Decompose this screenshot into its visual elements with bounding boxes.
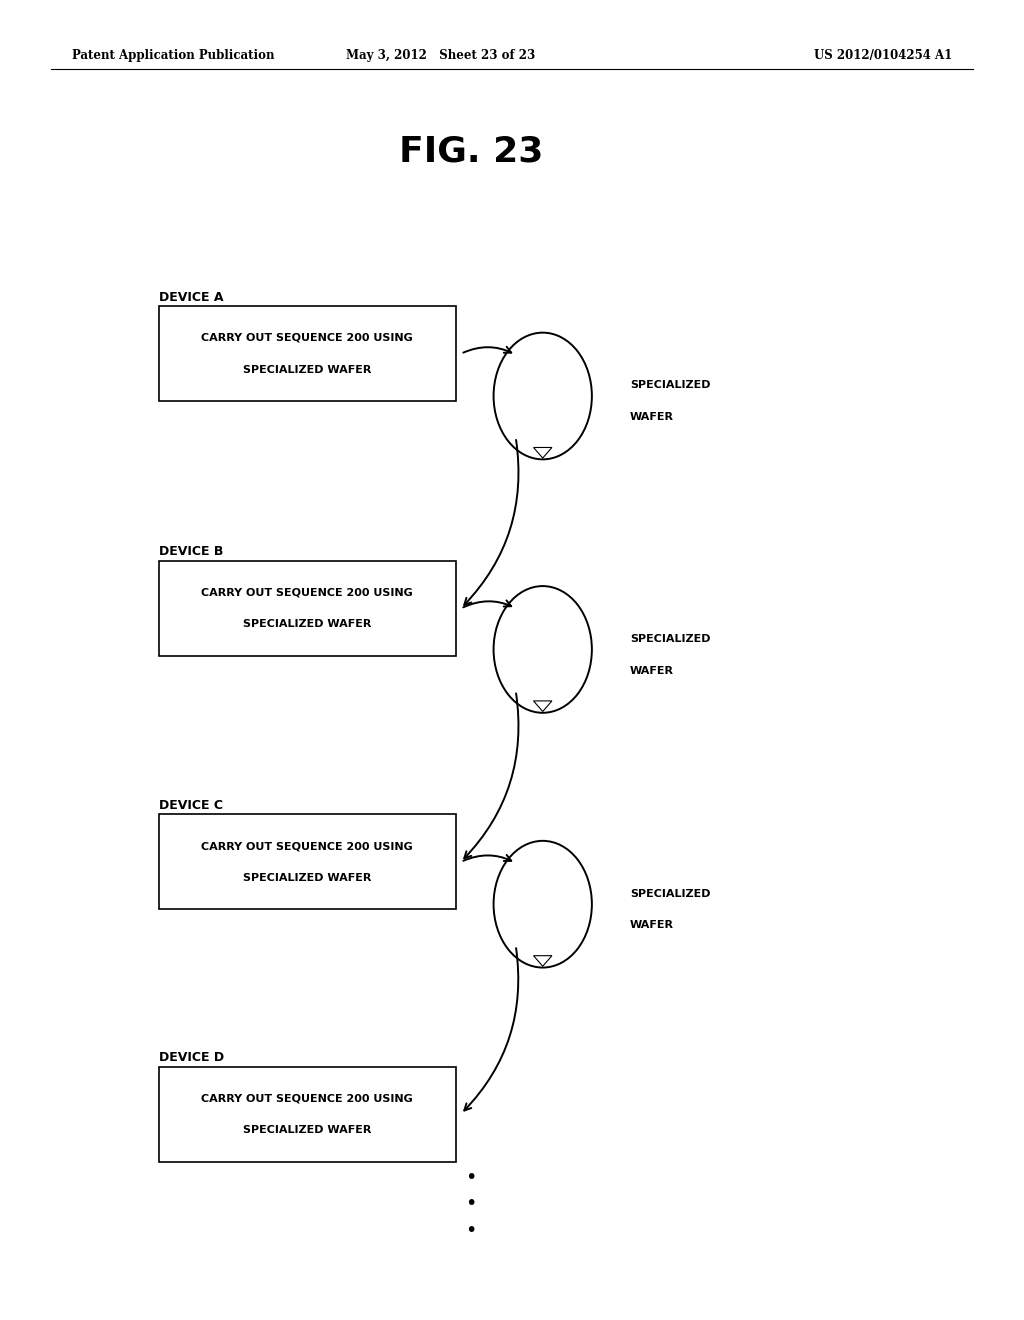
Text: SPECIALIZED: SPECIALIZED — [630, 634, 711, 644]
FancyArrowPatch shape — [464, 948, 518, 1110]
Text: DEVICE B: DEVICE B — [159, 545, 223, 558]
FancyArrowPatch shape — [464, 440, 518, 605]
Text: •: • — [465, 1168, 477, 1187]
Circle shape — [494, 841, 592, 968]
Polygon shape — [534, 447, 552, 458]
Text: WAFER: WAFER — [630, 412, 674, 422]
Text: CARRY OUT SEQUENCE 200 USING: CARRY OUT SEQUENCE 200 USING — [202, 1093, 413, 1104]
Text: DEVICE C: DEVICE C — [159, 799, 223, 812]
Bar — [159, 561, 456, 656]
FancyArrowPatch shape — [463, 347, 511, 352]
Text: US 2012/0104254 A1: US 2012/0104254 A1 — [814, 49, 952, 62]
Text: SPECIALIZED: SPECIALIZED — [630, 888, 711, 899]
Text: SPECIALIZED WAFER: SPECIALIZED WAFER — [243, 364, 372, 375]
Text: WAFER: WAFER — [630, 920, 674, 931]
Text: CARRY OUT SEQUENCE 200 USING: CARRY OUT SEQUENCE 200 USING — [202, 587, 413, 598]
Bar — [159, 1067, 456, 1162]
Circle shape — [494, 333, 592, 459]
Text: FIG. 23: FIG. 23 — [399, 135, 543, 169]
Text: SPECIALIZED WAFER: SPECIALIZED WAFER — [243, 873, 372, 883]
Text: SPECIALIZED WAFER: SPECIALIZED WAFER — [243, 1125, 372, 1135]
Text: •: • — [465, 1221, 477, 1239]
Text: SPECIALIZED: SPECIALIZED — [630, 380, 711, 391]
FancyArrowPatch shape — [463, 855, 511, 861]
Polygon shape — [534, 701, 552, 711]
Text: •: • — [465, 1195, 477, 1213]
Text: SPECIALIZED WAFER: SPECIALIZED WAFER — [243, 619, 372, 630]
Text: DEVICE D: DEVICE D — [159, 1051, 224, 1064]
Bar — [159, 814, 456, 909]
Text: DEVICE A: DEVICE A — [159, 290, 223, 304]
Text: May 3, 2012   Sheet 23 of 23: May 3, 2012 Sheet 23 of 23 — [346, 49, 535, 62]
Text: CARRY OUT SEQUENCE 200 USING: CARRY OUT SEQUENCE 200 USING — [202, 841, 413, 851]
Circle shape — [494, 586, 592, 713]
FancyArrowPatch shape — [463, 601, 511, 607]
Bar — [159, 306, 456, 401]
Polygon shape — [534, 956, 552, 966]
FancyArrowPatch shape — [464, 693, 518, 858]
Text: WAFER: WAFER — [630, 665, 674, 676]
Text: Patent Application Publication: Patent Application Publication — [72, 49, 274, 62]
Text: CARRY OUT SEQUENCE 200 USING: CARRY OUT SEQUENCE 200 USING — [202, 333, 413, 343]
